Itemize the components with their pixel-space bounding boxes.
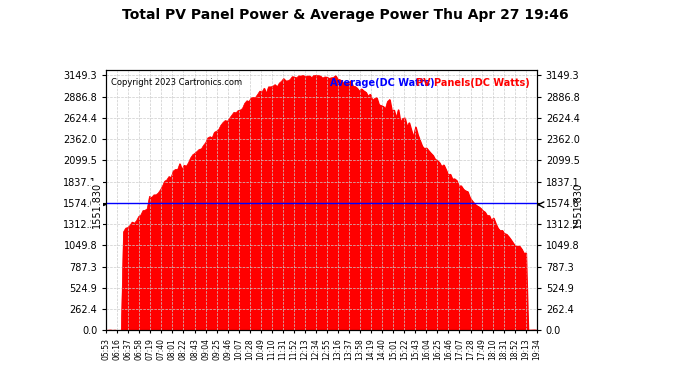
Text: Average(DC Watts): Average(DC Watts) [330,78,435,88]
Text: Copyright 2023 Cartronics.com: Copyright 2023 Cartronics.com [110,78,242,87]
Text: PV Panels(DC Watts): PV Panels(DC Watts) [416,78,530,88]
Text: 1551.830: 1551.830 [92,182,102,228]
Text: Total PV Panel Power & Average Power Thu Apr 27 19:46: Total PV Panel Power & Average Power Thu… [121,8,569,21]
Text: 1551.830: 1551.830 [573,182,583,228]
